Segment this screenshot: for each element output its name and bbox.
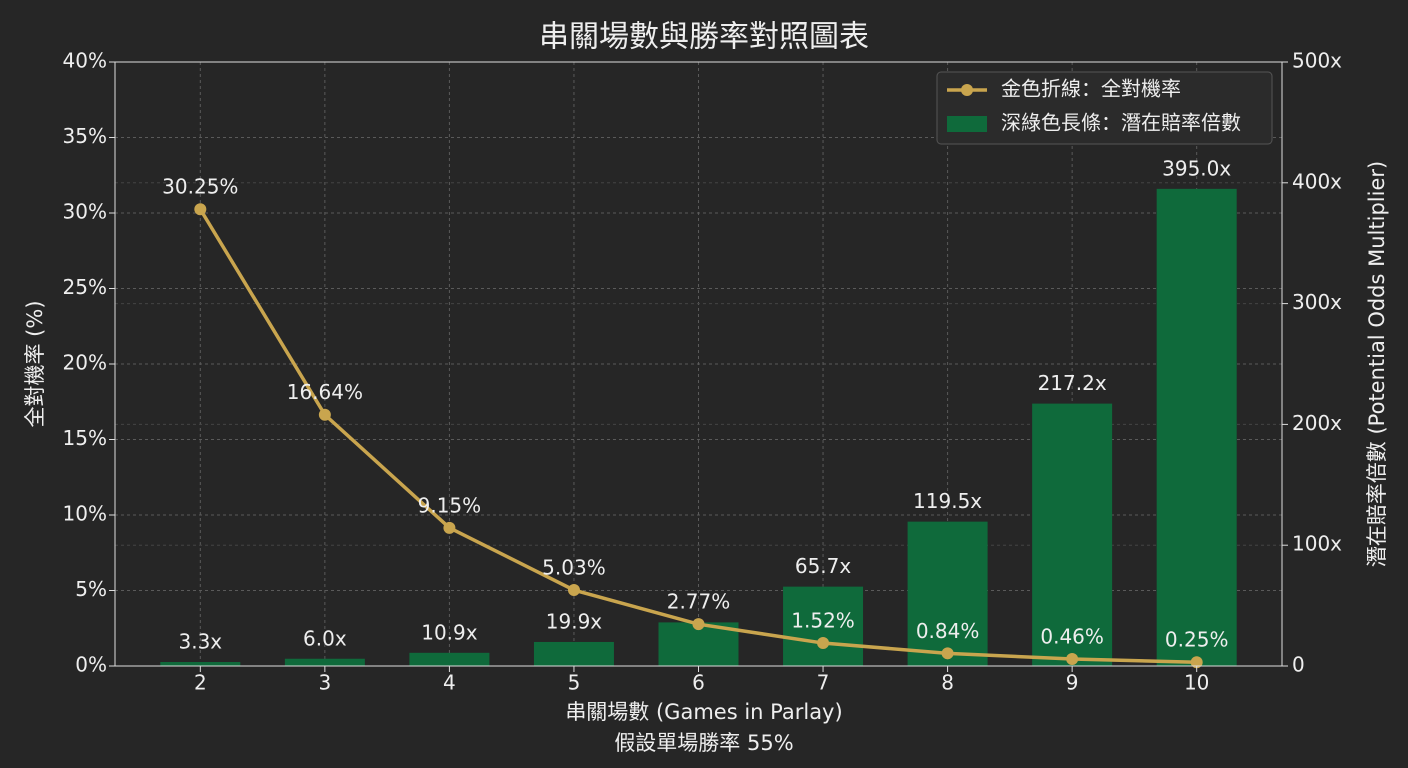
line-point (817, 637, 830, 650)
chart-title: 串關場數與勝率對照圖表 (539, 20, 869, 55)
bar (1156, 188, 1237, 666)
legend-box (936, 71, 1273, 145)
y-tick-label: 5% (75, 577, 107, 601)
line-value-label: 9.15% (418, 493, 482, 517)
x-tick-label: 7 (817, 671, 830, 695)
bar-value-label: 19.9x (546, 609, 603, 633)
line-value-label: 0.46% (1040, 625, 1104, 649)
bar-value-label: 6.0x (303, 626, 347, 650)
y2-tick-label: 100x (1292, 532, 1342, 556)
x-tick-label: 2 (194, 671, 207, 695)
bar (284, 658, 365, 666)
line-value-label: 30.25% (162, 175, 238, 199)
x-tick-label: 9 (1066, 671, 1079, 695)
line-value-label: 5.03% (542, 556, 606, 580)
legend-label: 金色折線：全對機率 (1001, 77, 1181, 101)
line-point (194, 203, 207, 216)
y-tick-label: 0% (75, 653, 107, 677)
bar (160, 662, 241, 666)
y-tick-label: 40% (63, 49, 107, 73)
bar (1032, 403, 1113, 666)
legend-point (961, 84, 973, 96)
y-tick-label: 20% (63, 351, 107, 375)
bar-value-label: 395.0x (1162, 156, 1231, 180)
y-tick-label: 10% (63, 502, 107, 526)
line-value-label: 1.52% (791, 609, 855, 633)
x-tick-label: 8 (941, 671, 954, 695)
note: 假設單場勝率 55% (614, 731, 793, 755)
line-point (443, 521, 456, 534)
bar (533, 641, 614, 666)
bar-value-label: 119.5x (913, 489, 982, 513)
line-point (1066, 653, 1079, 666)
bar (907, 521, 988, 666)
bar-value-label: 10.9x (421, 620, 478, 644)
x-tick-label: 6 (692, 671, 705, 695)
bar (783, 586, 864, 666)
line-point (318, 408, 331, 421)
x-tick-label: 10 (1184, 671, 1209, 695)
y2-tick-label: 500x (1292, 49, 1342, 73)
bar-value-label: 3.3x (178, 630, 222, 654)
x-axis-label: 串關場數 (Games in Parlay) (565, 700, 842, 724)
y-axis-label: 全對機率 (%) (23, 300, 47, 427)
x-tick-label: 5 (568, 671, 581, 695)
y2-tick-label: 400x (1292, 169, 1342, 193)
y2-axis-label: 潛在賠率倍數 (Potential Odds Multiplier) (1365, 161, 1389, 567)
line-value-label: 2.77% (667, 590, 731, 614)
line-point (692, 618, 705, 631)
line-value-label: 0.84% (916, 619, 980, 643)
y-tick-label: 15% (63, 426, 107, 450)
legend-swatch (947, 116, 987, 132)
line-value-label: 16.64% (287, 380, 363, 404)
x-tick-label: 3 (318, 671, 331, 695)
y2-tick-label: 200x (1292, 411, 1342, 435)
line-point (941, 647, 954, 660)
line-point (1190, 656, 1203, 669)
bar (409, 652, 490, 666)
y2-tick-label: 0 (1292, 653, 1305, 677)
x-tick-label: 4 (443, 671, 456, 695)
y-tick-label: 35% (63, 124, 107, 148)
y-tick-label: 30% (63, 200, 107, 224)
bar-value-label: 65.7x (795, 554, 852, 578)
line-point (567, 584, 580, 597)
y2-tick-label: 300x (1292, 290, 1342, 314)
plot-area: 3.3x 6.0x 10.9x 19.9x 65.7x 119.5x 217.2x 395.0… (160, 156, 1237, 669)
legend-label: 深綠色長條：潛在賠率倍數 (1001, 111, 1241, 135)
y-tick-label: 25% (63, 275, 107, 299)
bar-value-label: 217.2x (1038, 371, 1107, 395)
line-value-label: 0.25% (1165, 628, 1229, 652)
